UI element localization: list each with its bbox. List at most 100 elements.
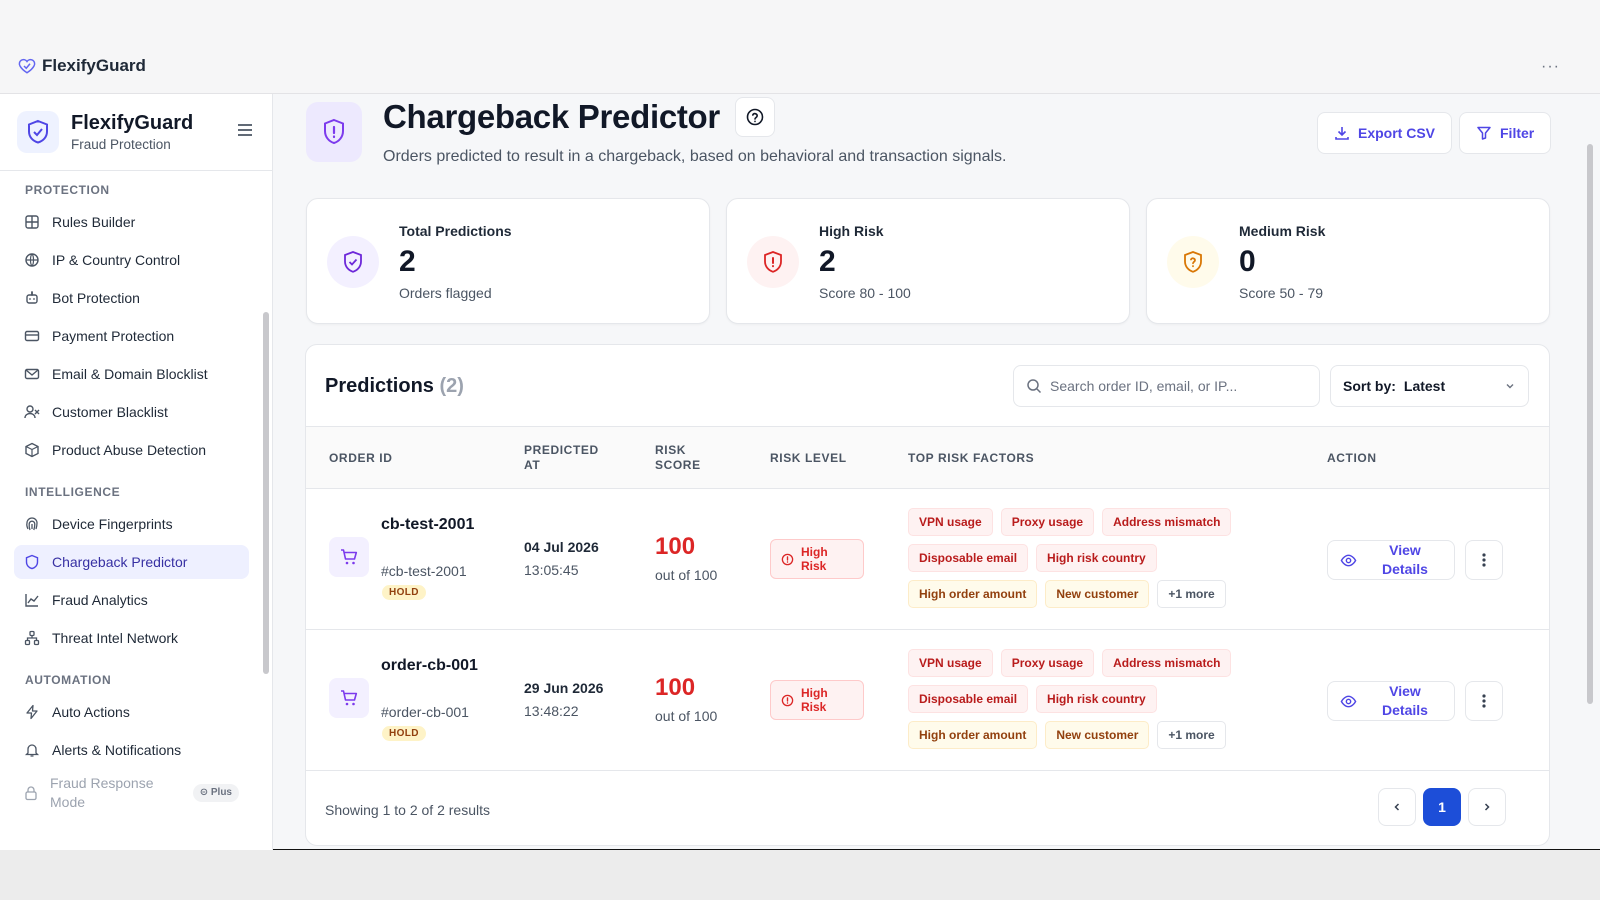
results-summary: Showing 1 to 2 of 2 results (325, 802, 490, 818)
sidebar-item-label: Fraud Analytics (52, 592, 148, 608)
sidebar-item-auto-actions[interactable]: Auto Actions (14, 695, 249, 729)
table-row: cb-test-2001 #cb-test-2001 HOLD 04 Jul 2… (306, 489, 1549, 630)
previous-page-button[interactable] (1378, 788, 1416, 826)
stat-card-high-risk: High Risk 2 Score 80 - 100 (726, 198, 1130, 324)
more-vertical-icon (1482, 694, 1486, 708)
sidebar-item-device-fingerprints[interactable]: Device Fingerprints (14, 507, 249, 541)
search-box[interactable] (1013, 365, 1320, 407)
sort-value: Latest (1403, 378, 1446, 394)
sort-label: Sort by: (1343, 378, 1396, 394)
risk-level-label: High Risk (801, 686, 828, 714)
page-shield-icon (306, 102, 362, 162)
sidebar-item-email-domain-blocklist[interactable]: Email & Domain Blocklist (14, 357, 249, 391)
risk-factor-tag: Proxy usage (1000, 508, 1095, 536)
filter-icon (1477, 126, 1491, 140)
eye-icon (1340, 695, 1357, 707)
sidebar-item-chargeback-predictor[interactable]: Chargeback Predictor (14, 545, 249, 579)
filter-button[interactable]: Filter (1459, 112, 1552, 154)
page-description: Orders predicted to result in a chargeba… (383, 148, 1007, 165)
sidebar-item-fraud-analytics[interactable]: Fraud Analytics (14, 583, 249, 617)
page-button-current[interactable]: 1 (1423, 788, 1461, 826)
sidebar-item-label: Alerts & Notifications (52, 742, 182, 758)
sidebar-item-payment-protection[interactable]: Payment Protection (14, 319, 249, 353)
sidebar-item-customer-blacklist[interactable]: Customer Blacklist (14, 395, 249, 429)
panel-header: Predictions (2) Sort by: Latest (306, 345, 1549, 427)
panel-title-label: Predictions (325, 375, 434, 397)
sidebar-item-label: Payment Protection (52, 328, 175, 344)
column-header: Risk Level (770, 451, 847, 465)
shield-check-icon (327, 236, 379, 288)
stat-note: Score 50 - 79 (1239, 285, 1324, 301)
more-factors-tag[interactable]: +1 more (1157, 721, 1226, 749)
globe-icon (25, 253, 39, 267)
risk-factors: VPN usage Proxy usage Address mismatch D… (908, 649, 1248, 757)
sidebar-header: FlexifyGuard Fraud Protection (0, 94, 272, 171)
sidebar-item-threat-intel-network[interactable]: Threat Intel Network (14, 621, 249, 655)
order-name[interactable]: cb-test-2001 (381, 516, 475, 533)
shield-logo-icon (17, 111, 59, 153)
sidebar-item-bot-protection[interactable]: Bot Protection (14, 281, 249, 315)
risk-factor-tag: Disposable email (908, 544, 1029, 572)
row-menu-button[interactable] (1465, 540, 1503, 580)
alert-circle-icon (781, 553, 794, 565)
package-alert-icon (25, 442, 39, 458)
help-button[interactable] (735, 97, 775, 137)
sidebar-item-label: Chargeback Predictor (52, 554, 188, 570)
more-factors-tag[interactable]: +1 more (1157, 580, 1226, 608)
risk-factor-tag: VPN usage (908, 649, 993, 677)
sidebar-nav: Protection Rules Builder IP & Country Co… (0, 183, 263, 815)
sort-dropdown[interactable]: Sort by: Latest (1330, 365, 1529, 407)
sidebar-item-ip-country[interactable]: IP & Country Control (14, 243, 249, 277)
help-circle-icon (746, 108, 764, 126)
export-csv-button[interactable]: Export CSV (1317, 112, 1453, 154)
cart-icon (329, 537, 369, 577)
sidebar-item-label: Auto Actions (52, 704, 130, 720)
bell-icon (24, 744, 40, 757)
main-scrollbar[interactable] (1587, 144, 1593, 704)
sidebar-item-label: Threat Intel Network (52, 630, 179, 646)
more-vertical-icon (1482, 553, 1486, 567)
sidebar-item-label: Device Fingerprints (52, 516, 173, 532)
sidebar-scrollbar[interactable] (263, 312, 269, 674)
sidebar-item-alerts-notifications[interactable]: Alerts & Notifications (14, 733, 249, 767)
risk-level-label: High Risk (801, 545, 828, 573)
view-details-button[interactable]: View Details (1327, 540, 1455, 580)
risk-factor-tag: High order amount (908, 721, 1038, 749)
sidebar-item-label: IP & Country Control (52, 252, 181, 268)
download-icon (1335, 127, 1349, 140)
risk-factor-tag: Proxy usage (1000, 649, 1095, 677)
sidebar-item-fraud-response-mode[interactable]: Fraud Response Mode ⊝ Plus (14, 771, 249, 815)
plus-badge: ⊝ Plus (192, 784, 239, 802)
column-header: Action (1327, 451, 1377, 465)
row-menu-button[interactable] (1465, 681, 1503, 721)
predicted-time: 13:05:45 (524, 562, 579, 578)
sidebar-item-product-abuse-detection[interactable]: Product Abuse Detection (14, 433, 249, 467)
sidebar-item-rules-builder[interactable]: Rules Builder (14, 205, 249, 239)
filter-label: Filter (1500, 125, 1535, 141)
network-icon (24, 630, 40, 646)
risk-factor-tag: Disposable email (908, 685, 1029, 713)
fingerprint-icon (26, 517, 38, 531)
shield-alert-icon (747, 236, 799, 288)
risk-factors: VPN usage Proxy usage Address mismatch D… (908, 508, 1248, 616)
next-page-button[interactable] (1468, 788, 1506, 826)
eye-icon (1340, 554, 1357, 566)
search-input[interactable] (1050, 378, 1300, 394)
brand-heart-icon (18, 58, 36, 74)
table-header: Order ID Predicted At Risk Score Risk Le… (306, 427, 1549, 489)
more-options-button[interactable]: ··· (1541, 58, 1560, 75)
stat-note: Score 80 - 100 (819, 285, 911, 301)
stat-value: 2 (819, 245, 836, 278)
order-name[interactable]: order-cb-001 (381, 657, 478, 674)
view-details-button[interactable]: View Details (1327, 681, 1455, 721)
main-content: Chargeback Predictor Orders predicted to… (273, 94, 1600, 850)
cart-icon (329, 678, 369, 718)
stat-note: Orders flagged (399, 285, 492, 301)
risk-factor-tag: VPN usage (908, 508, 993, 536)
hamburger-menu-icon[interactable] (236, 122, 254, 143)
top-bar: FlexifyGuard ··· (0, 0, 1600, 94)
sidebar-item-label: Bot Protection (52, 290, 140, 306)
sidebar-item-label: Customer Blacklist (52, 404, 168, 420)
alert-circle-icon (781, 694, 794, 706)
sidebar-item-label: Email & Domain Blocklist (52, 366, 208, 382)
